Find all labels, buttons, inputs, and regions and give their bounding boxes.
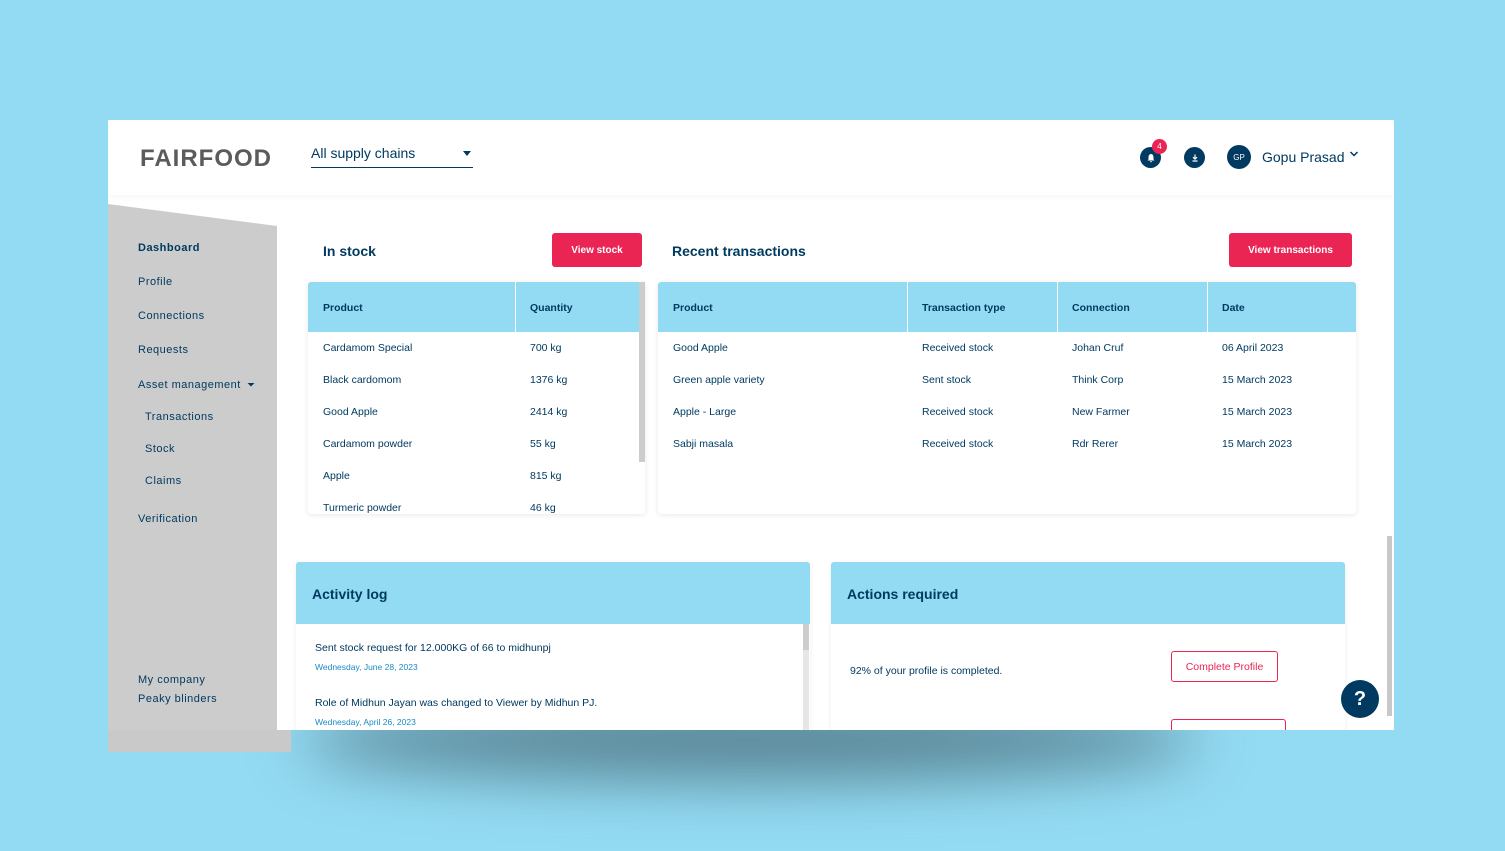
table-cell-quantity: 700 kg — [530, 342, 562, 354]
in-stock-table: Product Quantity Cardamom Special 700 kg… — [308, 282, 645, 514]
sidebar: Dashboard Profile Connections Requests A… — [108, 204, 277, 730]
scroll-thumb[interactable] — [803, 624, 809, 650]
table-cell-transaction-type: Received stock — [922, 342, 994, 354]
actions-required-title: Actions required — [847, 586, 959, 602]
column-header-date: Date — [1222, 302, 1245, 314]
sidebar-item-label: Asset management — [138, 379, 241, 391]
table-cell-quantity: 815 kg — [530, 470, 562, 482]
table-cell-product: Turmeric powder — [323, 502, 402, 514]
table-cell-transaction-type: Sent stock — [922, 374, 972, 386]
column-header-product: Product — [323, 302, 363, 314]
table-cell-connection: Rdr Rerer — [1072, 438, 1119, 450]
in-stock-scrollbar[interactable] — [639, 282, 645, 462]
notification-count-badge: 4 — [1152, 139, 1167, 154]
table-cell-connection: Johan Cruf — [1072, 342, 1124, 354]
supply-chain-select[interactable]: All supply chains — [311, 145, 473, 168]
sidebar-item-connections[interactable]: Connections — [138, 310, 205, 322]
sidebar-footer-strip — [108, 730, 291, 752]
sidebar-item-stock[interactable]: Stock — [145, 443, 176, 455]
table-cell-product: Cardamom Special — [323, 342, 413, 354]
fairfood-logo: FAIRFOOD — [140, 145, 272, 172]
recent-transactions-table: Product Transaction type Connection Date… — [658, 282, 1356, 514]
top-header: FAIRFOOD All supply chains 4 GP Gopu Pra… — [108, 120, 1394, 195]
column-header-transaction-type: Transaction type — [922, 302, 1006, 314]
table-cell-connection: New Farmer — [1072, 406, 1130, 418]
supply-chain-select-label: All supply chains — [311, 145, 416, 161]
table-cell-transaction-type: Received stock — [922, 406, 994, 418]
view-transactions-button[interactable]: View transactions — [1229, 233, 1352, 267]
sidebar-item-dashboard[interactable]: Dashboard — [138, 242, 200, 254]
table-cell-quantity: 55 kg — [530, 438, 556, 450]
user-name[interactable]: Gopu Prasad — [1262, 149, 1345, 165]
help-button[interactable]: ? — [1341, 680, 1379, 718]
log-entry-date: Wednesday, April 26, 2023 — [315, 717, 416, 727]
sidebar-item-requests[interactable]: Requests — [138, 344, 189, 356]
table-cell-product: Good Apple — [323, 406, 378, 418]
caret-down-icon — [247, 383, 255, 387]
table-cell-quantity: 2414 kg — [530, 406, 568, 418]
page-scrollbar[interactable] — [1387, 536, 1392, 716]
column-header-connection: Connection — [1072, 302, 1130, 314]
table-cell-quantity: 1376 kg — [530, 374, 568, 386]
column-header-product: Product — [673, 302, 713, 314]
sidebar-item-profile[interactable]: Profile — [138, 276, 173, 288]
caret-down-icon — [463, 151, 471, 156]
download-icon — [1192, 154, 1197, 162]
sidebar-item-asset-management[interactable]: Asset management — [138, 379, 255, 391]
complete-profile-button[interactable]: Complete Profile — [1171, 651, 1278, 682]
panel-header: Activity log — [296, 562, 810, 624]
recent-transactions-title: Recent transactions — [672, 243, 806, 259]
table-cell-product: Apple - Large — [673, 406, 737, 418]
scroll-thumb[interactable] — [639, 282, 645, 462]
table-header: Product Quantity — [308, 282, 645, 332]
company-heading: My company — [138, 674, 206, 686]
view-stock-button[interactable]: View stock — [552, 233, 642, 267]
table-cell-transaction-type: Received stock — [922, 438, 994, 450]
column-divider — [1057, 282, 1058, 332]
action-button[interactable] — [1171, 719, 1286, 730]
log-entry-date: Wednesday, June 28, 2023 — [315, 662, 418, 672]
column-divider — [1207, 282, 1208, 332]
action-item-text: 92% of your profile is completed. — [850, 665, 1003, 677]
bell-icon — [1147, 153, 1154, 162]
sidebar-item-verification[interactable]: Verification — [138, 513, 198, 525]
sidebar-item-transactions[interactable]: Transactions — [145, 411, 214, 423]
chevron-down-icon[interactable] — [1349, 148, 1359, 162]
table-cell-date: 15 March 2023 — [1222, 374, 1293, 386]
activity-log-title: Activity log — [312, 586, 388, 602]
table-cell-connection: Think Corp — [1072, 374, 1124, 386]
company-name[interactable]: Peaky blinders — [138, 693, 218, 705]
activity-log-panel: Activity log Sent stock request for 12.0… — [296, 562, 810, 730]
log-entry-text: Role of Midhun Jayan was changed to View… — [315, 697, 598, 709]
app-window: FAIRFOOD All supply chains 4 GP Gopu Pra… — [108, 120, 1394, 730]
panel-header: Actions required — [831, 562, 1345, 624]
actions-required-panel: Actions required 92% of your profile is … — [831, 562, 1345, 730]
table-cell-product: Black cardomom — [323, 374, 402, 386]
column-divider — [515, 282, 516, 332]
table-header: Product Transaction type Connection Date — [658, 282, 1356, 332]
column-divider — [907, 282, 908, 332]
table-cell-quantity: 46 kg — [530, 502, 556, 514]
download-button[interactable] — [1184, 147, 1205, 168]
user-avatar[interactable]: GP — [1227, 145, 1251, 169]
table-cell-product: Green apple variety — [673, 374, 765, 386]
sidebar-item-claims[interactable]: Claims — [145, 475, 182, 487]
log-entry-text: Sent stock request for 12.000KG of 66 to… — [315, 642, 551, 654]
column-header-quantity: Quantity — [530, 302, 573, 314]
table-cell-product: Cardamom powder — [323, 438, 413, 450]
table-cell-date: 15 March 2023 — [1222, 406, 1293, 418]
table-cell-date: 15 March 2023 — [1222, 438, 1293, 450]
table-cell-date: 06 April 2023 — [1222, 342, 1284, 354]
table-cell-product: Apple — [323, 470, 350, 482]
in-stock-title: In stock — [323, 243, 376, 259]
activity-log-scrollbar[interactable] — [803, 624, 809, 730]
table-cell-product: Good Apple — [673, 342, 728, 354]
table-cell-product: Sabji masala — [673, 438, 734, 450]
